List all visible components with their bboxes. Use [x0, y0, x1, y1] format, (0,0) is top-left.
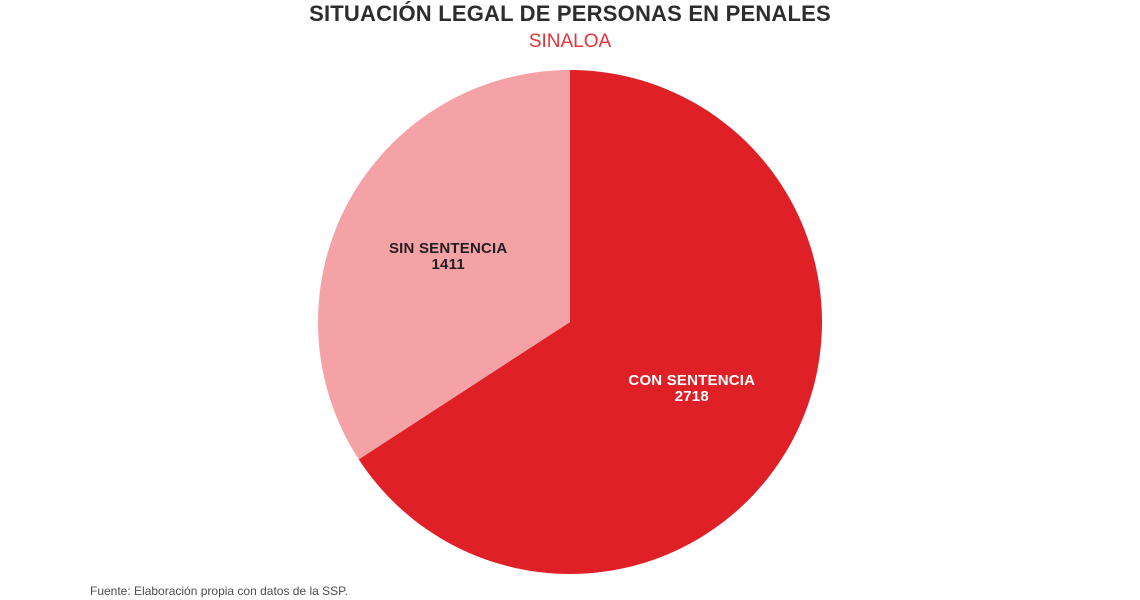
source-note: Fuente: Elaboración propia con datos de … — [90, 584, 348, 598]
pie-slice-sin-sentencia — [318, 70, 570, 460]
pie-slice-con-sentencia — [358, 70, 823, 574]
slice-label-name-sin-sentencia: SIN SENTENCIA — [389, 240, 507, 257]
chart-subtitle: SINALOA — [528, 31, 612, 52]
slice-label-name-con-sentencia: CON SENTENCIA — [628, 372, 755, 389]
slice-label-value-con-sentencia: 2718 — [675, 388, 709, 405]
chart-title: SITUACIÓN LEGAL DE PERSONAS EN PENALES — [309, 1, 831, 26]
slice-label-value-sin-sentencia: 1411 — [432, 256, 465, 273]
